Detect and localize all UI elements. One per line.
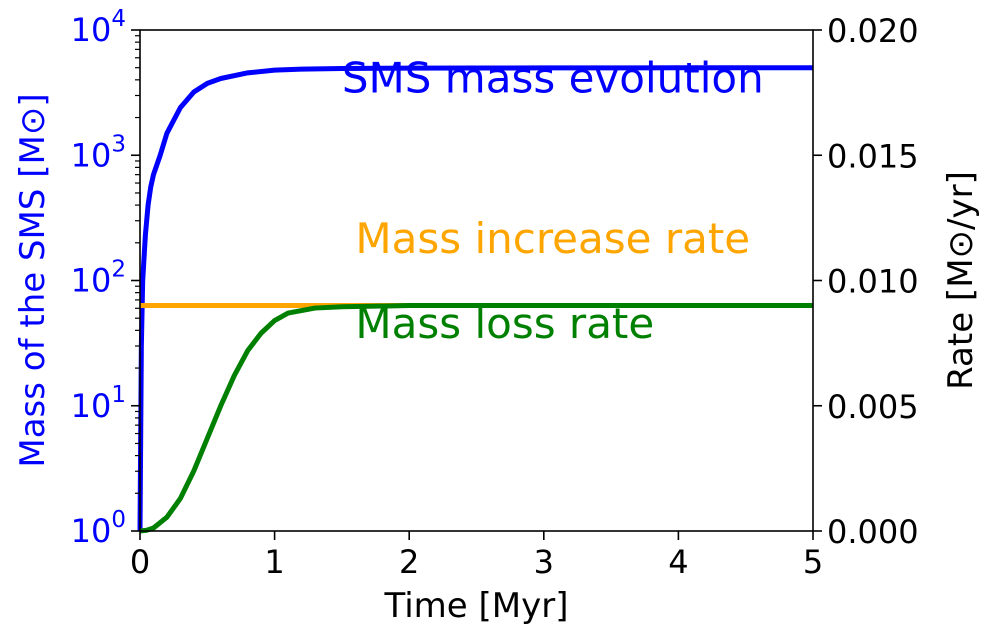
right-tick-label: 0.010 [827,263,919,301]
x-axis: 0 1 2 3 4 5 [130,531,823,581]
left-axis-title: Mass of the SMS [M⊙] [13,93,53,467]
series-line-sms-mass-evolution [137,65,814,532]
tick-label-exponent: 4 [111,6,126,32]
tick-label-base: 10 [71,512,112,550]
right-tick-label: 0.020 [827,12,919,50]
tick-label-exponent: 2 [111,257,126,283]
left-tick-label: 104 [71,6,126,49]
right-axis-title: Rate [M⊙/yr] [941,171,981,390]
tick-label-exponent: 1 [111,382,126,408]
right-axis: 0.000 0.005 0.010 0.015 0.020 [813,12,919,551]
right-tick-label: 0.000 [827,513,919,551]
x-tick-label: 5 [803,543,823,581]
annotation-mass-increase-rate: Mass increase rate [355,214,750,263]
tick-label-base: 10 [71,387,112,425]
left-tick-label: 103 [71,131,126,174]
tick-label-base: 10 [71,136,112,174]
x-tick-label: 2 [399,543,419,581]
x-tick-label: 3 [534,543,554,581]
x-axis-title: Time [Myr] [384,586,569,626]
right-tick-label: 0.015 [827,137,919,175]
series-layer [137,65,814,534]
left-tick-label: 102 [71,257,126,300]
tick-label-base: 10 [71,262,112,300]
tick-label-base: 10 [71,11,112,49]
series-line-mass-loss-rate [139,303,813,534]
tick-label-exponent: 0 [111,507,126,533]
left-tick-label: 100 [71,507,126,550]
plot-frame [139,29,814,532]
tick-label-exponent: 3 [111,131,126,157]
annotation-mass-loss-rate: Mass loss rate [355,299,654,348]
x-tick-label: 1 [264,543,284,581]
right-tick-label: 0.005 [827,388,919,426]
x-tick-label: 4 [668,543,688,581]
annotation-sms-mass-evolution: SMS mass evolution [342,54,764,103]
x-tick-label: 0 [130,543,150,581]
left-tick-label: 101 [71,382,126,425]
